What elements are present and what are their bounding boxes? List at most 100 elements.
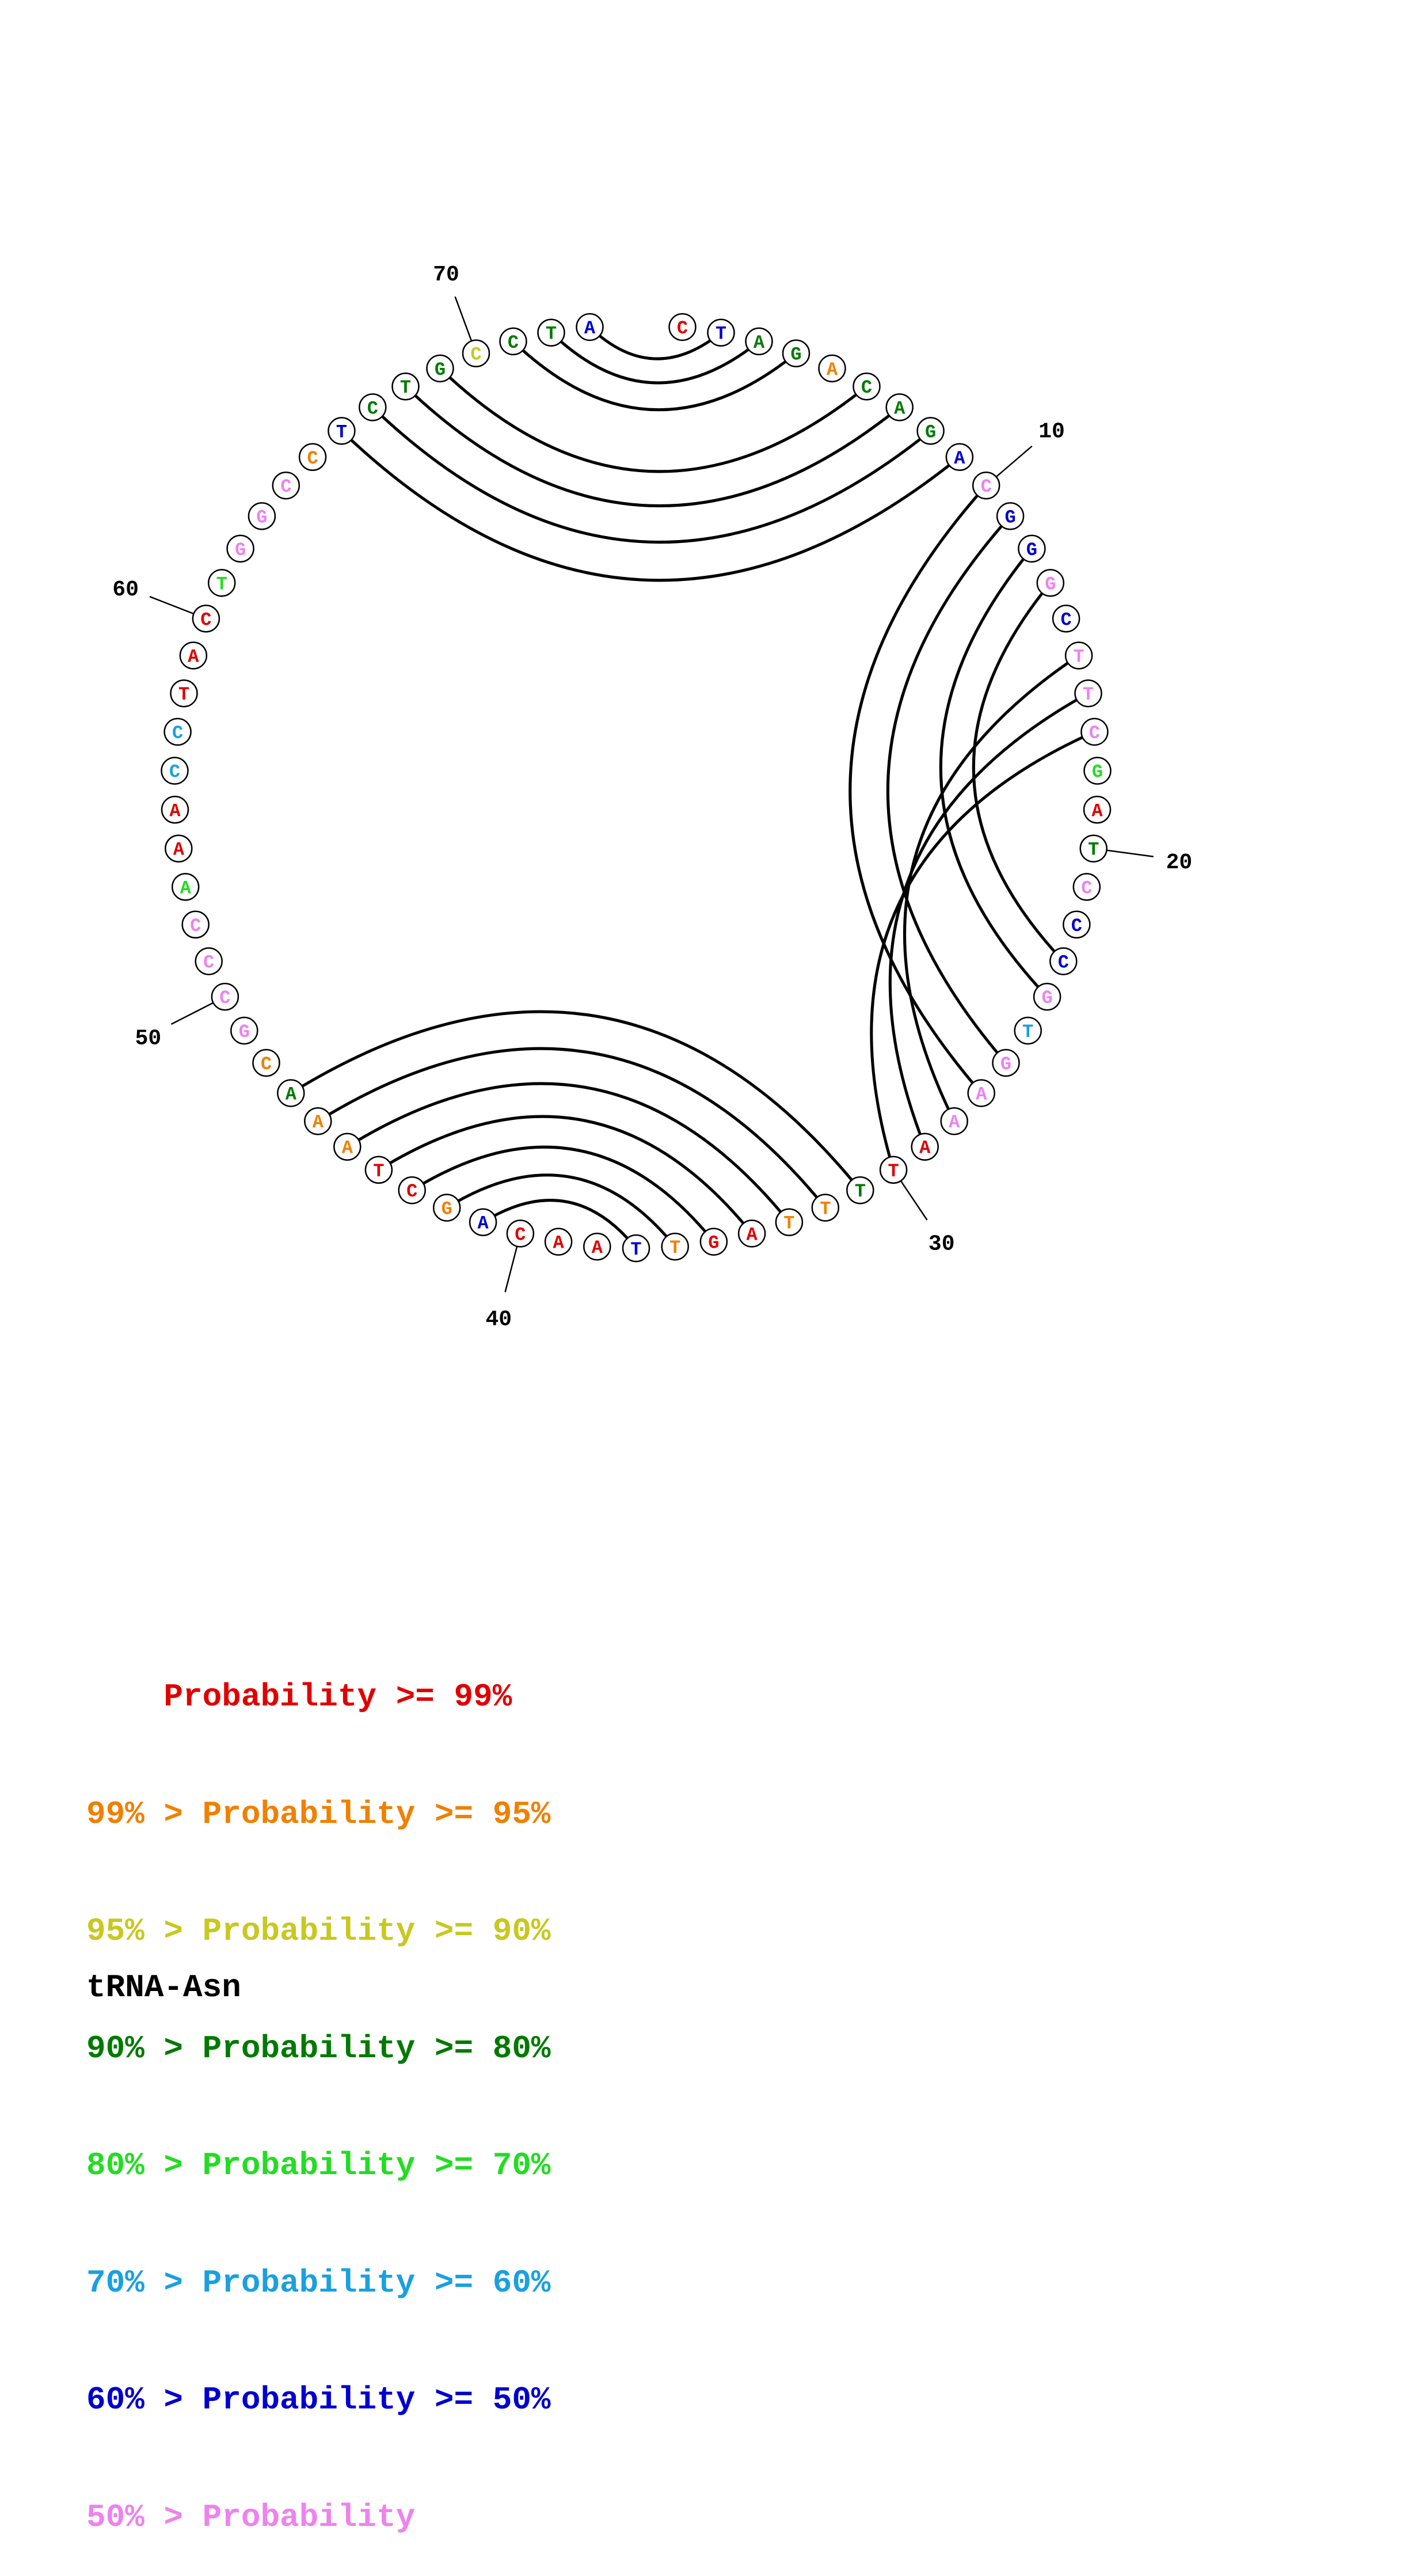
base-circle [426,354,454,383]
base-circle [1052,605,1080,633]
base-letter: T [336,421,347,443]
base-node: C [1063,910,1091,939]
pair-arc [439,367,868,473]
base-letter: C [508,332,519,354]
legend-row-50: 60% > Probability >= 50% [86,2379,551,2422]
base-letter: T [888,1161,899,1182]
base-letter: T [855,1181,866,1202]
base-letter: G [708,1233,719,1254]
base-letter: T [1022,1021,1033,1043]
base-letter: C [515,1224,526,1245]
base-circle [661,1232,689,1261]
pair-arc [290,1010,862,1191]
base-circle [163,717,192,746]
base-letter: A [592,1237,603,1259]
base-node: C [163,717,192,746]
pair-arc [482,1199,637,1249]
base-letter: A [1091,800,1103,822]
base-letter: G [1004,507,1015,528]
base-letter: C [200,609,211,630]
legend-row-90: 95% > Probability >= 90% [86,1910,551,1954]
position-tick [900,1180,928,1221]
position-label: 70 [433,263,459,287]
base-circle [916,417,945,445]
base-circle [298,443,327,472]
base-letter: T [400,377,411,398]
base-letter: C [1058,952,1069,974]
base-node: A [940,1107,968,1135]
pair-arc [317,1047,827,1209]
base-node: A [161,796,189,824]
base-circle [737,1219,766,1248]
base-circle [707,318,735,347]
base-letter: A [754,332,765,354]
legend-text: 95% > Probability >= 90% [86,1913,551,1950]
base-node: A [911,1133,939,1161]
base-circle [211,982,239,1011]
pair-arc [848,484,988,1095]
base-letter: C [1089,723,1100,744]
base-node: G [432,1194,461,1222]
base-node: C [1072,873,1101,901]
base-letter: A [976,1084,987,1105]
base-node: G [226,534,254,563]
base-circle [945,443,974,472]
base-node: C [499,327,527,356]
pair-arc [886,515,1011,1064]
base-circle [364,1156,393,1184]
position-label: 10 [1038,420,1065,444]
base-pair-arcs [290,326,1095,1249]
base-node: A [576,313,604,341]
position-tick [454,296,473,341]
base-node: T [707,318,735,347]
legend-text: 60% > Probability >= 50% [86,2381,551,2418]
base-circle [333,1133,361,1161]
base-circle [359,393,387,421]
pair-arc [888,692,1089,1148]
position-label: 60 [112,577,139,602]
base-node: C [972,471,1000,500]
base-circle [328,417,356,445]
base-circle [230,1016,258,1045]
base-letter: G [1026,539,1037,561]
base-circle [432,1194,461,1222]
legend-row-95: 99% > Probability >= 95% [86,1793,551,1837]
base-node: C [359,393,387,421]
position-label: 40 [485,1308,512,1332]
base-node: T [661,1232,689,1261]
base-node: A [967,1079,995,1107]
pair-arc [903,654,1080,1122]
probability-legend: Probability >= 99% 99% > Probability >= … [86,1602,551,2576]
base-letter: A [894,398,905,419]
base-letter: C [1081,877,1092,899]
base-letter: G [442,1199,452,1220]
base-node: C [192,605,220,633]
base-node: C [853,372,881,401]
base-node: T [775,1208,804,1236]
base-node: T [1074,679,1102,708]
base-letter: C [190,915,201,937]
legend-text: 80% > Probability >= 70% [86,2147,551,2184]
base-node: T [537,318,565,347]
base-letter: T [630,1239,641,1260]
base-letter: A [584,318,596,339]
base-letter: C [470,344,481,366]
base-node: T [1014,1016,1042,1045]
base-letter: A [553,1233,564,1254]
base-letter: A [188,647,199,668]
base-node: T [328,417,356,445]
base-circle [940,1107,968,1135]
legend-text: 70% > Probability >= 60% [86,2264,551,2301]
base-node: G [782,339,810,367]
base-circle [818,354,846,383]
base-node: C [1080,717,1109,746]
base-circle [537,318,565,347]
base-node: G [248,502,276,530]
base-circle [1080,717,1109,746]
base-letter: C [367,398,378,419]
base-circle [181,910,210,939]
base-letter: T [178,684,189,705]
position-tick [504,1246,518,1293]
legend-text: 50% > Probability [86,2498,416,2536]
base-node: G [916,417,945,445]
